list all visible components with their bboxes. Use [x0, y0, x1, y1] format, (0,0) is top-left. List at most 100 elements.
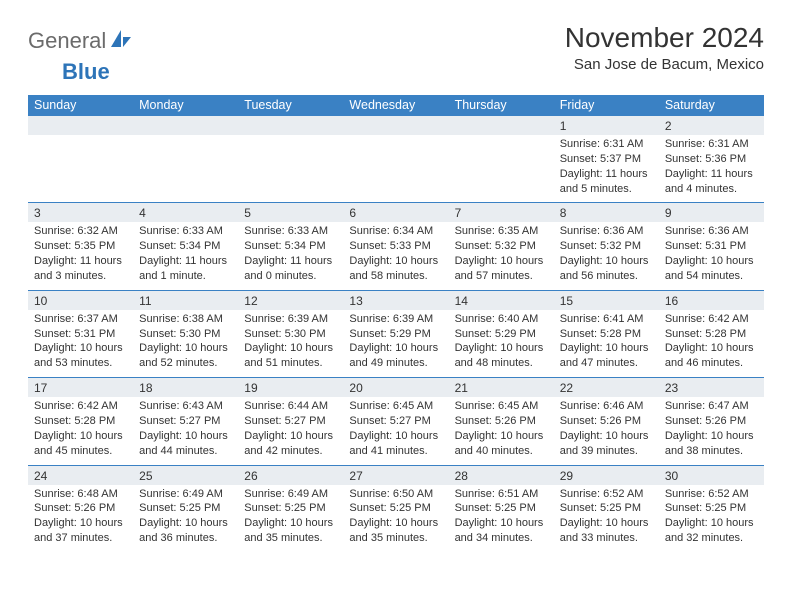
info-line: and 3 minutes.: [34, 269, 127, 284]
info-line: Daylight: 10 hours: [665, 341, 758, 356]
day-number: 5: [238, 203, 343, 223]
info-line: Sunrise: 6:41 AM: [560, 312, 653, 327]
info-line: Sunrise: 6:36 AM: [665, 224, 758, 239]
info-line: and 38 minutes.: [665, 444, 758, 459]
info-line: Sunset: 5:25 PM: [665, 501, 758, 516]
info-line: and 51 minutes.: [244, 356, 337, 371]
daynum-row: 17181920212223: [28, 378, 764, 398]
info-line: and 0 minutes.: [244, 269, 337, 284]
info-row: Sunrise: 6:37 AMSunset: 5:31 PMDaylight:…: [28, 310, 764, 378]
info-line: Sunrise: 6:45 AM: [455, 399, 548, 414]
info-line: and 58 minutes.: [349, 269, 442, 284]
day-info: Sunrise: 6:52 AMSunset: 5:25 PMDaylight:…: [659, 485, 764, 552]
info-line: Sunrise: 6:51 AM: [455, 487, 548, 502]
info-line: Sunset: 5:27 PM: [244, 414, 337, 429]
info-line: and 54 minutes.: [665, 269, 758, 284]
info-line: Sunrise: 6:38 AM: [139, 312, 232, 327]
info-line: Sunset: 5:37 PM: [560, 152, 653, 167]
day-number: 9: [659, 203, 764, 223]
day-info: Sunrise: 6:31 AMSunset: 5:37 PMDaylight:…: [554, 135, 659, 203]
dow-sat: Saturday: [659, 95, 764, 116]
info-line: Daylight: 10 hours: [455, 254, 548, 269]
day-number: 26: [238, 465, 343, 485]
info-line: Sunrise: 6:39 AM: [244, 312, 337, 327]
info-line: Sunset: 5:27 PM: [139, 414, 232, 429]
calendar-table: Sunday Monday Tuesday Wednesday Thursday…: [28, 95, 764, 552]
day-info: Sunrise: 6:43 AMSunset: 5:27 PMDaylight:…: [133, 397, 238, 465]
day-info: Sunrise: 6:36 AMSunset: 5:31 PMDaylight:…: [659, 222, 764, 290]
info-line: Daylight: 10 hours: [34, 516, 127, 531]
info-line: Sunrise: 6:43 AM: [139, 399, 232, 414]
day-info: Sunrise: 6:38 AMSunset: 5:30 PMDaylight:…: [133, 310, 238, 378]
day-number: [343, 116, 448, 136]
info-line: Daylight: 10 hours: [560, 254, 653, 269]
day-number: [133, 116, 238, 136]
info-line: Sunset: 5:26 PM: [665, 414, 758, 429]
day-number: 16: [659, 290, 764, 310]
info-line: and 48 minutes.: [455, 356, 548, 371]
info-line: Daylight: 10 hours: [139, 516, 232, 531]
sail-icon: [110, 29, 132, 54]
day-number: 4: [133, 203, 238, 223]
info-line: Daylight: 10 hours: [560, 341, 653, 356]
info-line: Daylight: 11 hours: [665, 167, 758, 182]
info-line: Daylight: 10 hours: [455, 429, 548, 444]
info-line: Sunrise: 6:31 AM: [665, 137, 758, 152]
logo: General: [28, 22, 134, 54]
info-line: Sunset: 5:36 PM: [665, 152, 758, 167]
day-info: Sunrise: 6:33 AMSunset: 5:34 PMDaylight:…: [133, 222, 238, 290]
day-number: [238, 116, 343, 136]
info-line: and 35 minutes.: [349, 531, 442, 546]
info-line: Sunrise: 6:36 AM: [560, 224, 653, 239]
info-line: and 49 minutes.: [349, 356, 442, 371]
info-line: Sunrise: 6:42 AM: [665, 312, 758, 327]
info-row: Sunrise: 6:42 AMSunset: 5:28 PMDaylight:…: [28, 397, 764, 465]
info-line: and 33 minutes.: [560, 531, 653, 546]
info-line: Sunrise: 6:32 AM: [34, 224, 127, 239]
info-line: Daylight: 10 hours: [455, 516, 548, 531]
info-line: Sunset: 5:30 PM: [139, 327, 232, 342]
logo-text-general: General: [28, 28, 106, 54]
info-line: Sunrise: 6:39 AM: [349, 312, 442, 327]
day-info: Sunrise: 6:49 AMSunset: 5:25 PMDaylight:…: [238, 485, 343, 552]
info-line: Daylight: 10 hours: [455, 341, 548, 356]
info-line: Sunset: 5:26 PM: [34, 501, 127, 516]
dow-tue: Tuesday: [238, 95, 343, 116]
day-number: [28, 116, 133, 136]
info-line: Sunset: 5:28 PM: [560, 327, 653, 342]
info-line: and 35 minutes.: [244, 531, 337, 546]
info-line: Sunrise: 6:34 AM: [349, 224, 442, 239]
day-info: Sunrise: 6:45 AMSunset: 5:26 PMDaylight:…: [449, 397, 554, 465]
info-line: Daylight: 10 hours: [244, 516, 337, 531]
info-line: Sunset: 5:28 PM: [34, 414, 127, 429]
logo-text-blue: Blue: [62, 59, 110, 85]
day-info: [238, 135, 343, 203]
info-line: and 57 minutes.: [455, 269, 548, 284]
daynum-row: 24252627282930: [28, 465, 764, 485]
month-title: November 2024: [565, 22, 764, 54]
day-info: [133, 135, 238, 203]
day-number: 17: [28, 378, 133, 398]
day-number: 12: [238, 290, 343, 310]
info-line: Sunset: 5:34 PM: [139, 239, 232, 254]
info-line: Sunset: 5:25 PM: [139, 501, 232, 516]
info-line: Sunrise: 6:50 AM: [349, 487, 442, 502]
info-line: Daylight: 10 hours: [349, 341, 442, 356]
day-number: 8: [554, 203, 659, 223]
info-line: and 52 minutes.: [139, 356, 232, 371]
day-number: 6: [343, 203, 448, 223]
day-info: Sunrise: 6:48 AMSunset: 5:26 PMDaylight:…: [28, 485, 133, 552]
info-line: Sunrise: 6:40 AM: [455, 312, 548, 327]
day-info: Sunrise: 6:44 AMSunset: 5:27 PMDaylight:…: [238, 397, 343, 465]
info-row: Sunrise: 6:48 AMSunset: 5:26 PMDaylight:…: [28, 485, 764, 552]
day-number: 7: [449, 203, 554, 223]
day-info: Sunrise: 6:36 AMSunset: 5:32 PMDaylight:…: [554, 222, 659, 290]
info-line: Daylight: 10 hours: [34, 341, 127, 356]
info-line: Sunset: 5:25 PM: [560, 501, 653, 516]
info-line: Sunrise: 6:33 AM: [139, 224, 232, 239]
info-line: Daylight: 10 hours: [665, 429, 758, 444]
calendar-page: General November 2024 San Jose de Bacum,…: [0, 0, 792, 562]
info-line: Daylight: 10 hours: [349, 516, 442, 531]
day-number: 1: [554, 116, 659, 136]
info-line: Daylight: 10 hours: [560, 429, 653, 444]
